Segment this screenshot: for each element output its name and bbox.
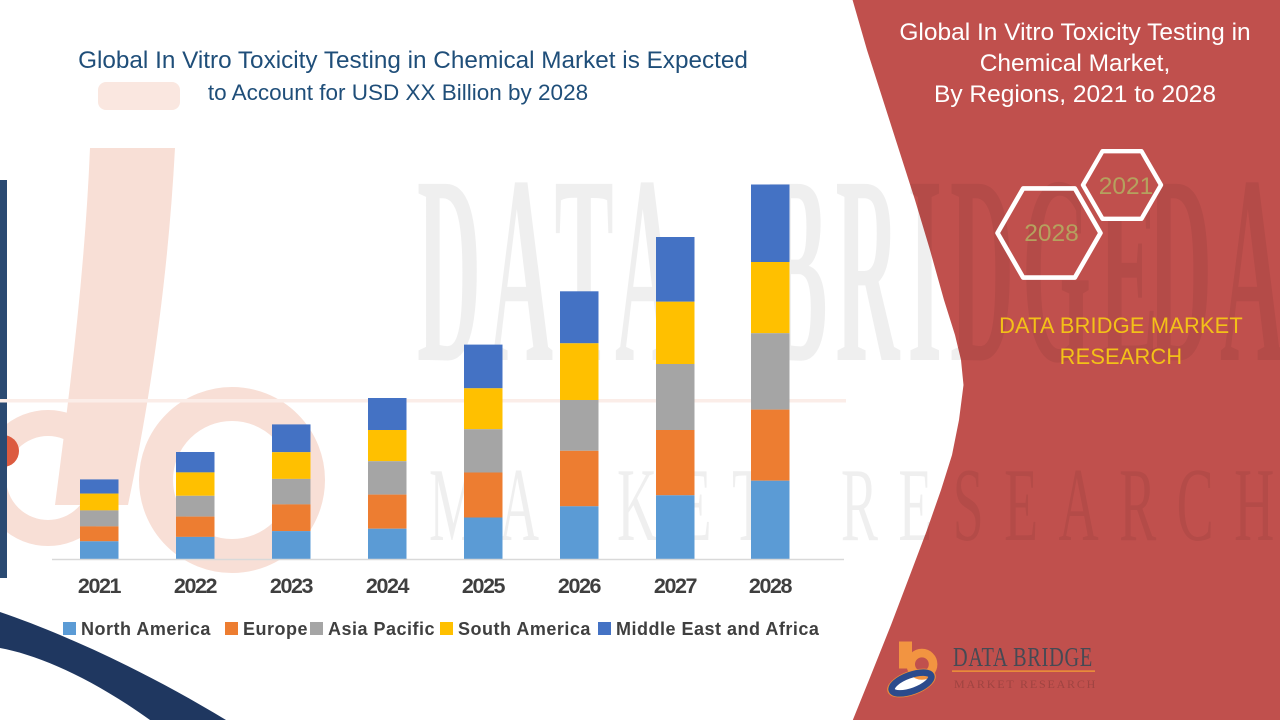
svg-text:DA: DA [1148, 122, 1280, 419]
svg-text:DATA BRIDGE: DATA BRIDGE [417, 122, 1166, 419]
svg-text:MARKET RESEARCH: MARKET RESEARCH [429, 448, 1280, 564]
